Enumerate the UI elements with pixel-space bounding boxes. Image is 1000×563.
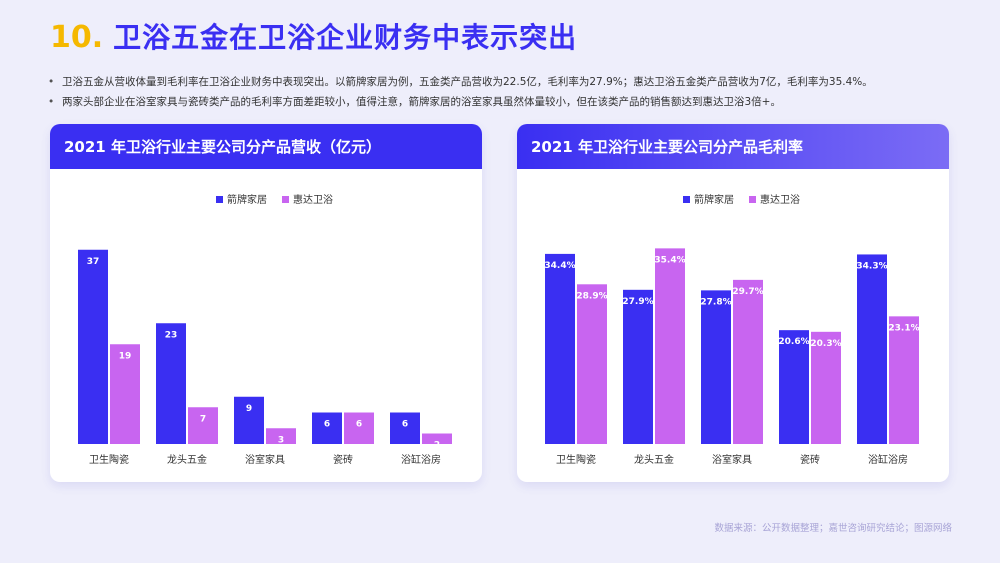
data-label: 20.6% [778,337,809,347]
data-label: 7 [200,414,206,424]
bar [110,344,140,444]
bullet-text: 两家头部企业在浴室家具与瓷砖类产品的毛利率方面差距较小，值得注意，箭牌家居的浴室… [62,96,781,108]
bar [857,254,887,444]
data-label: 29.7% [732,287,763,297]
data-label: 28.9% [576,291,607,301]
revenue-chart-card: 2021 年卫浴行业主要公司分产品营收（亿元） 箭牌家居 惠达卫浴 37 19 卫生陶瓷… [50,124,482,482]
bar [78,249,108,444]
bar [577,284,607,444]
bar [701,290,731,444]
bar [623,289,653,444]
bar [545,253,575,444]
category-label: 浴室家具 [245,453,285,466]
bullet-item: • 卫浴五金从营收体量到毛利率在卫浴企业财务中表现突出。以箭牌家居为例，五金类产品… [48,72,968,92]
data-label: 23 [165,330,178,340]
legend-swatch [683,196,690,203]
bar [811,331,841,444]
category-label: 瓷砖 [333,453,353,466]
category-label: 卫生陶瓷 [89,453,129,466]
category-label: 龙头五金 [634,453,674,466]
margin-chart: 箭牌家居 惠达卫浴 34.4% 28.9% 卫生陶瓷 27.9% 35.4% 龙头五金 27.8… [544,193,919,466]
revenue-chart-title: 2021 年卫浴行业主要公司分产品营收（亿元） [50,124,482,169]
bullet-list: • 卫浴五金从营收体量到毛利率在卫浴企业财务中表现突出。以箭牌家居为例，五金类产品… [48,72,968,112]
bar [234,396,264,444]
bullet-item: • 两家头部企业在浴室家具与瓷砖类产品的毛利率方面差距较小，值得注意，箭牌家居的浴… [48,92,968,112]
bullet-dot-icon: • [48,96,55,108]
data-label: 6 [356,420,362,430]
data-label: 27.9% [622,297,653,307]
legend-swatch [749,196,756,203]
data-label: 6 [324,420,330,430]
legend-label: 惠达卫浴 [293,193,333,206]
bar [344,412,374,444]
legend-label: 箭牌家居 [694,193,734,206]
data-label: 27.8% [700,297,731,307]
data-label: 37 [87,257,100,267]
category-label: 卫生陶瓷 [556,453,596,466]
bar [390,412,420,444]
bar [188,407,218,444]
data-label: 34.3% [856,261,887,271]
legend-label: 惠达卫浴 [760,193,800,206]
title-number: 10. [50,20,104,55]
bullet-dot-icon: • [48,76,55,88]
data-label: 3 [278,435,284,445]
legend-label: 箭牌家居 [227,193,267,206]
bar [266,428,296,444]
bar [779,330,809,444]
source-note: 数据来源：公开数据整理；嘉世咨询研究结论；图源网络 [714,523,952,534]
bar [889,316,919,444]
data-label: 6 [402,420,408,430]
data-label: 9 [246,404,252,414]
revenue-chart: 箭牌家居 惠达卫浴 37 19 卫生陶瓷 23 7 龙头五金 9 3 浴室家具 6 6 瓷砖 6 2 浴缸浴房 [78,193,452,466]
category-label: 浴缸浴房 [868,453,908,466]
category-label: 瓷砖 [800,453,820,466]
margin-chart-title: 2021 年卫浴行业主要公司分产品毛利率 [517,124,949,169]
bar [156,323,186,444]
category-label: 浴室家具 [712,453,752,466]
category-label: 浴缸浴房 [401,453,441,466]
data-label: 35.4% [654,255,685,265]
data-label: 20.3% [810,339,841,349]
data-label: 2 [434,441,440,451]
bar [312,412,342,444]
category-label: 龙头五金 [167,453,207,466]
data-label: 34.4% [544,261,575,271]
page-title: 10. 卫浴五金在卫浴企业财务中表示突出 [50,16,577,56]
bullet-text: 卫浴五金从营收体量到毛利率在卫浴企业财务中表现突出。以箭牌家居为例，五金类产品营… [62,76,873,88]
bar [422,433,452,444]
data-label: 23.1% [888,323,919,333]
bar [655,248,685,444]
legend-swatch [282,196,289,203]
title-text: 卫浴五金在卫浴企业财务中表示突出 [113,21,578,54]
data-label: 19 [119,351,132,361]
bar [733,279,763,444]
legend-swatch [216,196,223,203]
margin-chart-card: 2021 年卫浴行业主要公司分产品毛利率 箭牌家居 惠达卫浴 34.4% 28.9% 卫… [517,124,949,482]
